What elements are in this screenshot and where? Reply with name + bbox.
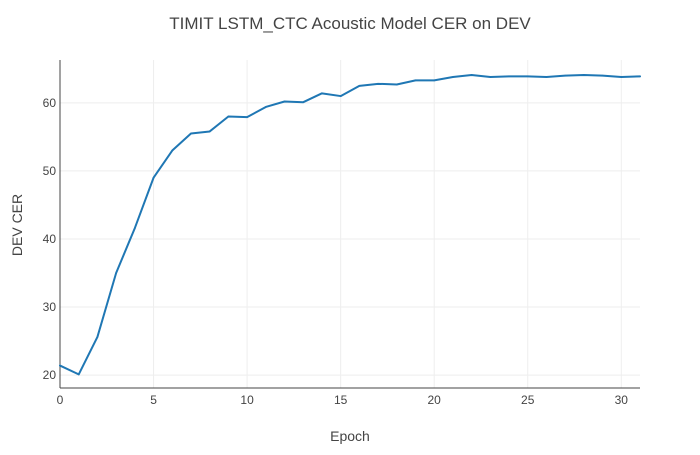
x-tick-label: 10 <box>240 393 254 407</box>
y-axis-title: DEV CER <box>9 194 25 256</box>
data-point <box>470 74 473 76</box>
x-tick-label: 30 <box>615 393 629 407</box>
data-point <box>208 130 211 133</box>
x-tick-label: 25 <box>521 393 535 407</box>
data-point <box>171 149 174 152</box>
y-tick-label: 50 <box>43 164 57 178</box>
data-point <box>115 272 117 274</box>
axes <box>59 60 640 389</box>
data-point <box>583 74 585 76</box>
series-line <box>59 73 641 376</box>
data-point <box>601 74 604 77</box>
y-tick-label: 40 <box>43 232 57 246</box>
data-point <box>302 101 305 103</box>
data-point <box>134 227 136 229</box>
x-tick-label: 15 <box>334 393 348 407</box>
y-tick-label: 20 <box>43 368 57 382</box>
data-point <box>152 176 155 179</box>
data-point <box>564 74 566 77</box>
grid <box>60 60 640 388</box>
data-point <box>246 116 248 118</box>
data-point <box>96 336 99 338</box>
data-point <box>545 76 548 78</box>
x-axis-title: Epoch <box>330 428 370 444</box>
tick-labels: 0 5 10 15 20 25 30 20 30 40 50 60 <box>43 96 629 407</box>
data-point <box>321 92 323 95</box>
chart-title: TIMIT LSTM_CTC Acoustic Model CER on DEV <box>169 14 531 33</box>
data-point <box>452 76 454 78</box>
data-point <box>620 76 623 78</box>
data-point <box>526 75 529 78</box>
x-tick-label: 0 <box>57 393 64 407</box>
y-tick-label: 60 <box>43 96 57 110</box>
data-point <box>508 75 510 78</box>
x-tick-label: 5 <box>150 393 157 407</box>
data-point <box>77 373 80 376</box>
data-point <box>414 79 417 82</box>
data-point <box>339 95 342 97</box>
y-tick-label: 30 <box>43 300 57 314</box>
x-tick-label: 20 <box>428 393 442 407</box>
data-point <box>395 83 398 86</box>
data-point <box>283 100 286 103</box>
data-point <box>227 115 230 118</box>
data-point <box>433 79 435 82</box>
data-point <box>639 75 641 78</box>
data-point <box>190 132 192 135</box>
data-point <box>59 364 61 367</box>
data-point <box>489 76 492 78</box>
data-point <box>265 106 267 108</box>
data-point <box>358 85 361 87</box>
data-point <box>377 83 379 85</box>
series-layer <box>59 73 641 376</box>
